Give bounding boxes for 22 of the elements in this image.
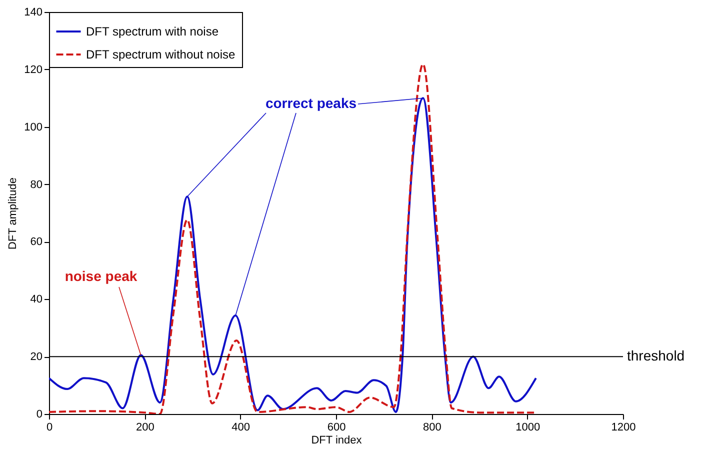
y-tick-label: 0 <box>36 408 42 420</box>
annotation: noise peak <box>64 268 138 284</box>
legend-label: DFT spectrum without noise <box>86 48 236 62</box>
y-axis-title: DFT amplitude <box>7 178 20 250</box>
x-tick-label: 200 <box>136 422 154 434</box>
x-tick-label: 800 <box>422 422 442 434</box>
y-tick-label: 60 <box>30 236 42 248</box>
y-tick-label: 40 <box>30 294 42 306</box>
ref-line-label: threshold <box>627 348 685 364</box>
x-tick-label: 400 <box>232 422 250 434</box>
y-tick-label: 120 <box>24 64 42 76</box>
x-axis-title: DFT index <box>311 434 362 446</box>
x-tick-label: 0 <box>46 422 53 434</box>
x-tick-label: 600 <box>327 422 346 434</box>
x-tick-label: 1000 <box>516 422 540 434</box>
y-tick-label: 80 <box>30 178 42 191</box>
legend-label: DFT spectrum with noise <box>86 24 219 38</box>
annotation: correct peaks <box>265 95 357 111</box>
y-tick-label: 100 <box>24 121 42 134</box>
y-tick-label: 20 <box>30 351 42 364</box>
x-tick-label: 1200 <box>611 422 636 434</box>
y-tick-label: 140 <box>24 6 42 18</box>
